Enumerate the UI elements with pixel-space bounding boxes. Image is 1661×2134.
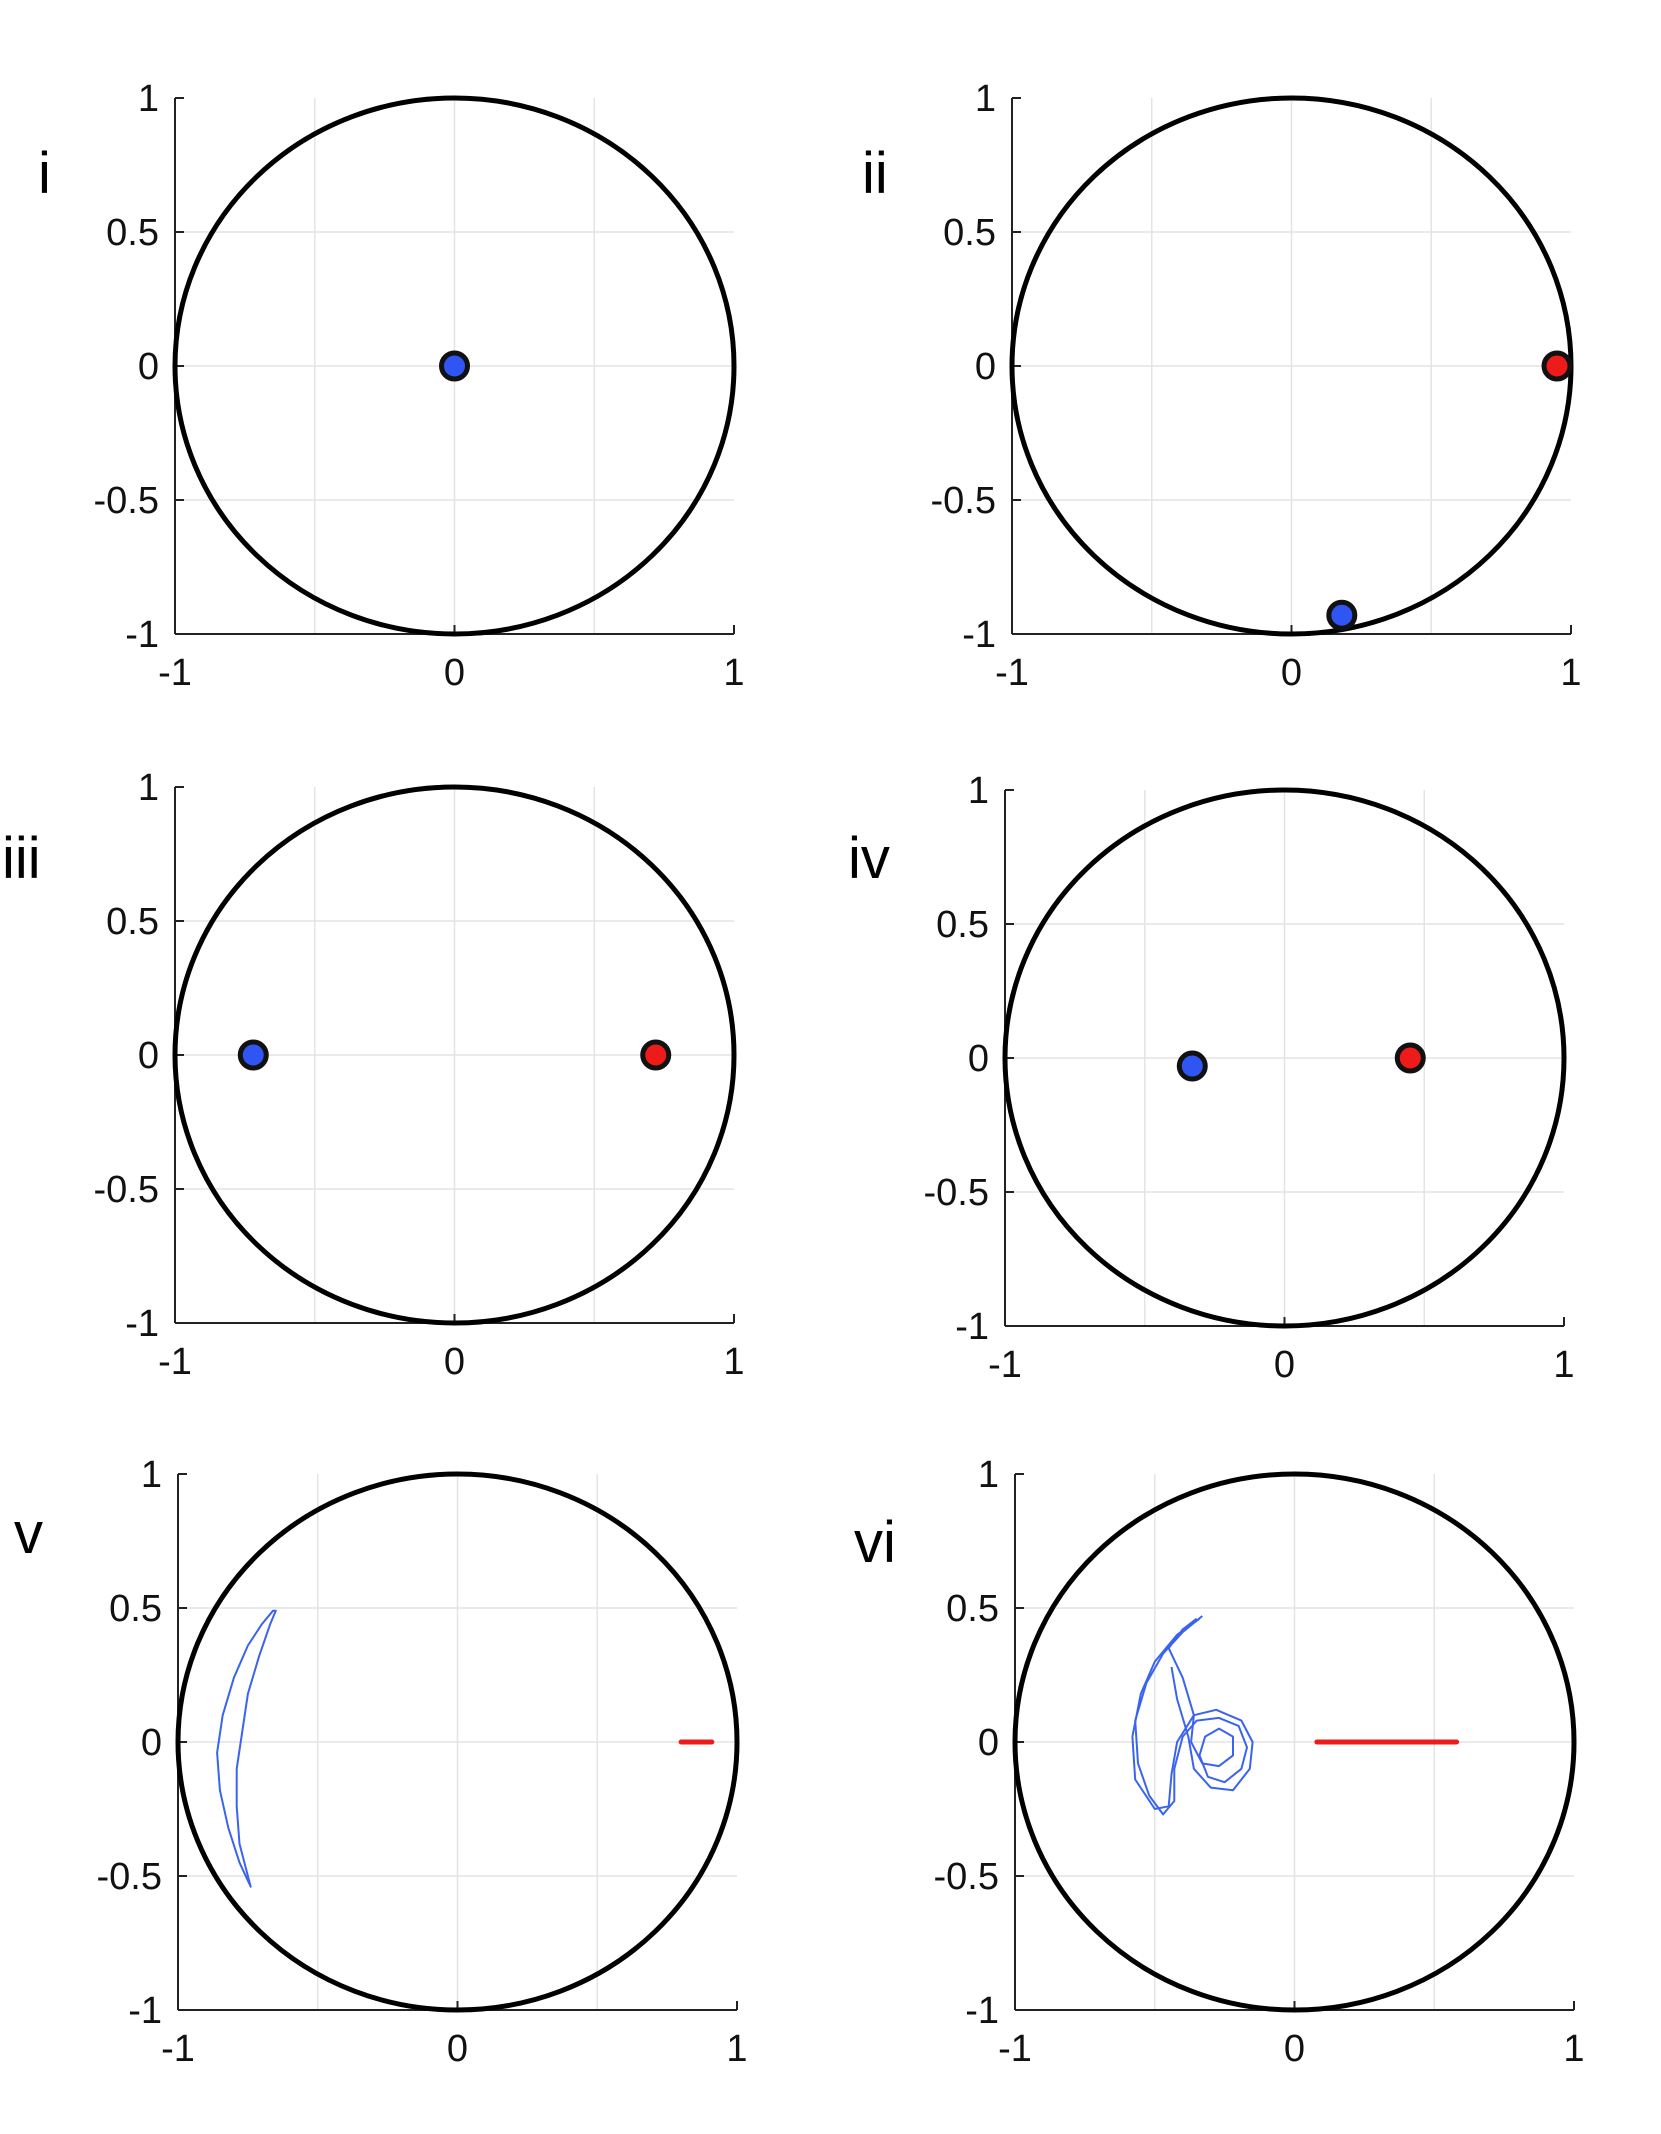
panel-label: iv (848, 826, 890, 891)
x-tick-label: 0 (444, 1341, 465, 1383)
y-tick-label: 1 (968, 770, 989, 812)
y-tick-label: -0.5 (97, 1856, 162, 1898)
x-tick-label: 1 (723, 1341, 744, 1383)
y-tick-label: -1 (125, 1303, 159, 1345)
y-tick-label: 0 (978, 1722, 999, 1764)
y-tick-label: -0.5 (931, 480, 996, 522)
trajectory-curve (1134, 1615, 1248, 1816)
x-tick-label: -1 (988, 1344, 1022, 1386)
x-tick-label: -1 (158, 652, 192, 694)
panel-iv: iv 1 0.5 0 -0.5 -1-1 0 1 (848, 770, 1575, 1386)
panel-v: v 1 0.5 0 -0.5 -1-1 0 1 (14, 1454, 748, 2070)
x-tick-label: 1 (1563, 2028, 1584, 2070)
y-tick-label: -0.5 (94, 480, 159, 522)
panel-label: iii (2, 826, 41, 891)
trajectory-curve (216, 1609, 277, 1888)
y-tick-label: 0.5 (106, 901, 159, 943)
y-tick-label: -0.5 (924, 1172, 989, 1214)
y-tick-label: 1 (138, 78, 159, 120)
unit-circle (1002, 787, 1567, 1329)
panel-label: i (38, 141, 51, 206)
y-tick-label: -1 (955, 1306, 989, 1348)
trajectory-curve (1131, 1617, 1254, 1810)
unit-circle (175, 1471, 740, 2013)
x-tick-label: 1 (726, 2028, 747, 2070)
panel-vi: vi 1 0.5 0 -0.5 -1-1 0 1 (854, 1454, 1585, 2070)
x-tick-label: 0 (1284, 2028, 1305, 2070)
y-tick-label: 1 (141, 1454, 162, 1496)
y-tick-label: -0.5 (934, 1856, 999, 1898)
panel-label: ii (862, 141, 888, 206)
y-tick-label: 0.5 (109, 1588, 162, 1630)
unit-circle (1012, 1471, 1577, 2013)
data-point (439, 350, 470, 382)
data-point (1326, 599, 1358, 631)
y-tick-label: 0.5 (946, 1588, 999, 1630)
x-tick-label: 0 (447, 2028, 468, 2070)
x-tick-label: 1 (1553, 1344, 1574, 1386)
y-tick-label: 1 (138, 767, 159, 809)
y-tick-label: 0.5 (106, 212, 159, 254)
y-tick-label: 0 (975, 346, 996, 388)
data-point (1541, 350, 1573, 382)
y-tick-label: -1 (965, 1990, 999, 2032)
y-tick-label: 0.5 (936, 904, 989, 946)
unit-circle (172, 784, 737, 1326)
panel-i: i 1 0.5 0 -0.5 -1-1 0 1 (38, 78, 745, 694)
unit-circle (172, 95, 737, 637)
y-tick-label: 0 (141, 1722, 162, 1764)
x-tick-label: 0 (1274, 1344, 1295, 1386)
y-tick-label: 1 (975, 78, 996, 120)
panel-label: vi (854, 1510, 896, 1575)
data-point (1176, 1050, 1208, 1082)
data-point (640, 1039, 672, 1071)
y-tick-label: -1 (128, 1990, 162, 2032)
y-tick-label: 0.5 (943, 212, 996, 254)
y-tick-label: -1 (125, 614, 159, 656)
x-tick-label: 1 (723, 652, 744, 694)
panel-iii: iii 1 0.5 0 -0.5 -1-1 0 1 (2, 767, 745, 1383)
y-tick-label: -0.5 (94, 1169, 159, 1211)
x-tick-label: 0 (1281, 652, 1302, 694)
x-tick-label: -1 (998, 2028, 1032, 2070)
panel-label: v (14, 1501, 43, 1566)
x-tick-label: 0 (444, 652, 465, 694)
y-tick-label: 0 (968, 1038, 989, 1080)
panel-ii: ii 1 0.5 0 -0.5 -1-1 0 1 (862, 78, 1582, 694)
y-tick-label: 0 (138, 1035, 159, 1077)
y-tick-label: -1 (962, 614, 996, 656)
x-tick-label: -1 (995, 652, 1029, 694)
x-tick-label: -1 (161, 2028, 195, 2070)
y-tick-label: 1 (978, 1454, 999, 1496)
data-point (1394, 1042, 1426, 1074)
y-tick-label: 0 (138, 346, 159, 388)
data-point (237, 1039, 269, 1071)
x-tick-label: -1 (158, 1341, 192, 1383)
x-tick-label: 1 (1560, 652, 1581, 694)
